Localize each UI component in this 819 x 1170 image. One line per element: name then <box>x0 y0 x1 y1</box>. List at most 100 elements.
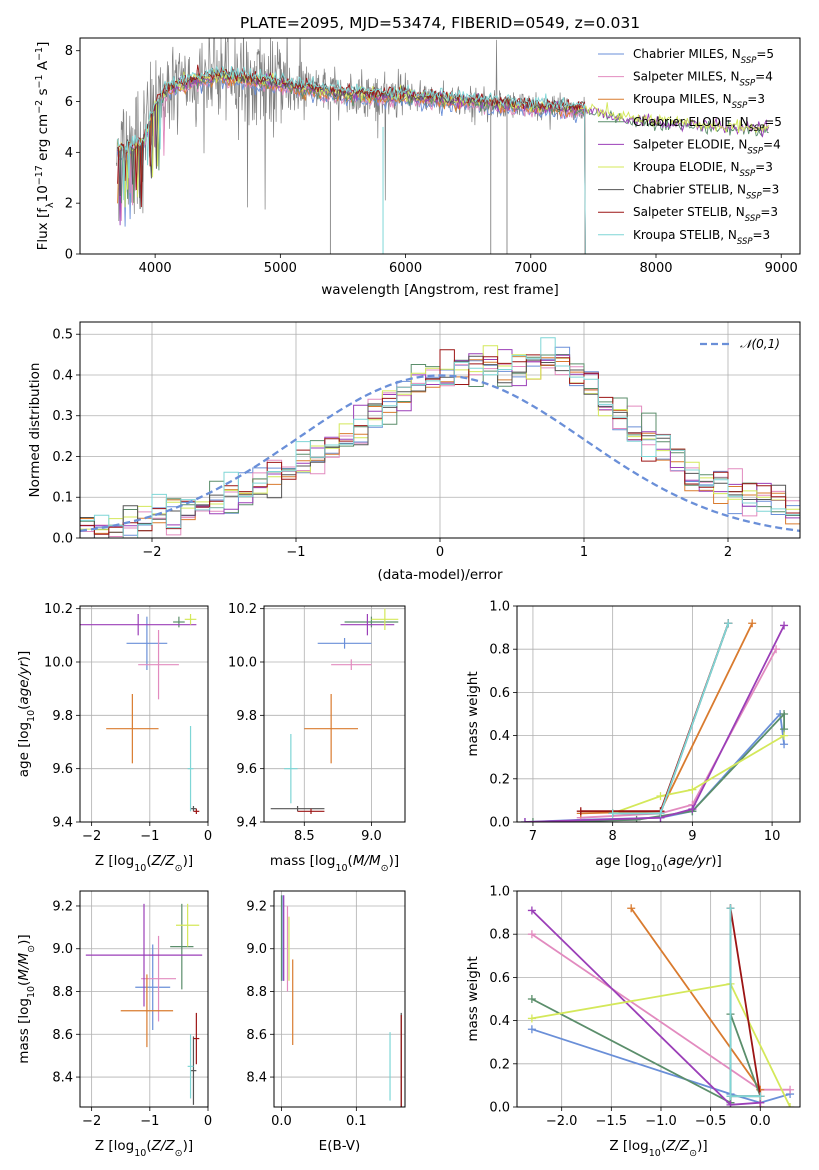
x-tick-label: 0 <box>204 1114 212 1129</box>
mass-weight-series <box>580 622 754 815</box>
legend-entry: Chabrier STELIB, NSSP=3 <box>633 183 779 202</box>
legend-label: Salpeter STELIB, N <box>633 205 745 219</box>
observed-spectrum <box>115 38 585 222</box>
x-axis-label: Z [log10(Z/Z⊙)] <box>95 1138 193 1159</box>
x-tick-label: 0.1 <box>346 1114 367 1129</box>
label-part: 10 <box>26 710 37 722</box>
spectrum-frame <box>79 37 801 255</box>
plus-marker <box>527 1014 536 1023</box>
y-axis-label: Flux [fλ10−17 erg cm−2 s−1 A−1] <box>34 42 56 251</box>
x-tick-label: −1 <box>286 545 305 560</box>
plus-marker <box>780 710 789 718</box>
legend-subscript: SSP <box>740 169 756 179</box>
legend-label: Kroupa MILES, N <box>633 92 732 106</box>
histogram-series <box>80 337 800 538</box>
y-tick-label: 9.4 <box>52 816 73 831</box>
y-tick-label: 10.0 <box>44 656 73 671</box>
x-axis-label: (data-model)/error <box>377 567 503 583</box>
label-part: )] <box>16 651 32 662</box>
y-tick-label: 0.3 <box>52 409 73 424</box>
label-part: ⊙ <box>381 863 389 874</box>
y-tick-label: 1.0 <box>489 600 510 615</box>
legend-entry: Kroupa MILES, NSSP=3 <box>633 92 765 111</box>
label-part: −17 <box>34 165 45 185</box>
plus-marker <box>772 645 781 654</box>
model-spectrum-line <box>117 70 770 226</box>
model-spectrum-line <box>117 68 770 208</box>
x-tick-label: 0.0 <box>271 1114 292 1129</box>
histogram-series <box>80 354 800 532</box>
legend-value: =4 <box>763 137 781 151</box>
x-tick-label: 0 <box>436 545 444 560</box>
legend-value: =3 <box>747 92 765 106</box>
plus-marker <box>780 740 789 749</box>
label-part: )] <box>697 1138 708 1154</box>
y-tick-label: 0.2 <box>489 772 510 787</box>
label-part: ⊙ <box>689 1148 697 1159</box>
histogram-series <box>80 345 800 531</box>
x-tick-label: −1 <box>140 829 159 844</box>
x-tick-label: 7 <box>529 829 537 844</box>
mass-weight-series <box>524 711 785 822</box>
y-tick-label: 0.4 <box>52 368 73 383</box>
label-part: ( <box>146 1138 151 1154</box>
legend-value: =4 <box>755 70 773 84</box>
mass-vs-EBV-plot-area <box>280 895 402 1107</box>
label-part: 10 <box>35 185 51 202</box>
mass-vs-Z-panel: −2 −1 08.48.68.89.09.2Z [log10(Z/Z⊙)]mass … <box>16 890 212 1159</box>
x-tick-label: 7000 <box>514 261 547 276</box>
y-tick-label: 9.6 <box>236 762 257 777</box>
y-tick-label: 8.4 <box>52 1071 73 1086</box>
y-axis-label: mass weight <box>465 671 481 756</box>
x-axis-label: age [log10(age/yr)] <box>595 853 721 874</box>
label-part: −2 <box>34 100 45 114</box>
x-tick-label: 0.0 <box>750 1114 771 1129</box>
histogram-series <box>80 355 800 538</box>
plus-marker <box>688 785 697 794</box>
legend-label: Kroupa ELODIE, N <box>633 160 740 174</box>
label-part: 10 <box>335 863 347 874</box>
spectrum-plot-area <box>115 38 770 254</box>
y-tick-label: 1.0 <box>489 885 510 900</box>
mass-vs-EBV-panel: 0.0 0.1 8.4 8.6 8.8 9.0 9.2 E(B-V) <box>246 890 406 1154</box>
legend-value: =3 <box>760 205 778 219</box>
y-tick-label: 0.8 <box>489 643 510 658</box>
histogram-series <box>80 349 800 535</box>
age-vs-Z-grid <box>80 606 209 823</box>
x-tick-label: 4000 <box>139 261 172 276</box>
plus-marker <box>724 619 733 628</box>
y-tick-label: 0.1 <box>52 491 73 506</box>
legend-subscript: SSP <box>740 79 756 89</box>
y-tick-label: 9.6 <box>52 762 73 777</box>
legend-label: Chabrier MILES, N <box>633 47 741 61</box>
x-tick-label: 8000 <box>639 261 672 276</box>
x-tick-label: 0 <box>204 829 212 844</box>
mass-vs-Z-plot-area <box>85 903 203 1105</box>
label-part: ( <box>16 705 32 710</box>
legend-entry: Chabrier MILES, NSSP=5 <box>633 47 774 66</box>
legend-subscript: SSP <box>749 124 765 134</box>
label-part: s <box>35 88 51 99</box>
plus-marker <box>756 1092 765 1101</box>
y-tick-label: 9.8 <box>52 709 73 724</box>
y-tick-label: 0.6 <box>489 971 510 986</box>
y-tick-label: 10.2 <box>228 602 257 617</box>
plus-marker <box>780 731 789 740</box>
label-part: Z/Z <box>151 853 176 869</box>
plus-marker <box>726 1100 735 1107</box>
residuals-frame <box>79 321 801 539</box>
plus-marker <box>527 906 536 915</box>
histogram-series <box>80 360 800 537</box>
legend-label: Salpeter ELODIE, N <box>633 137 747 151</box>
mass-vs-Z-frame <box>79 890 209 1108</box>
y-tick-label: 9.0 <box>246 942 267 957</box>
plus-marker <box>520 818 529 822</box>
y-tick-label: 9.2 <box>246 899 267 914</box>
y-tick-label: 4 <box>65 146 73 161</box>
label-part: ( <box>663 853 668 869</box>
plus-marker <box>527 995 536 1003</box>
mass-weight-series <box>524 624 785 822</box>
label-part: −1 <box>34 47 45 61</box>
mass-weight-vs-Z-frame <box>516 890 801 1108</box>
